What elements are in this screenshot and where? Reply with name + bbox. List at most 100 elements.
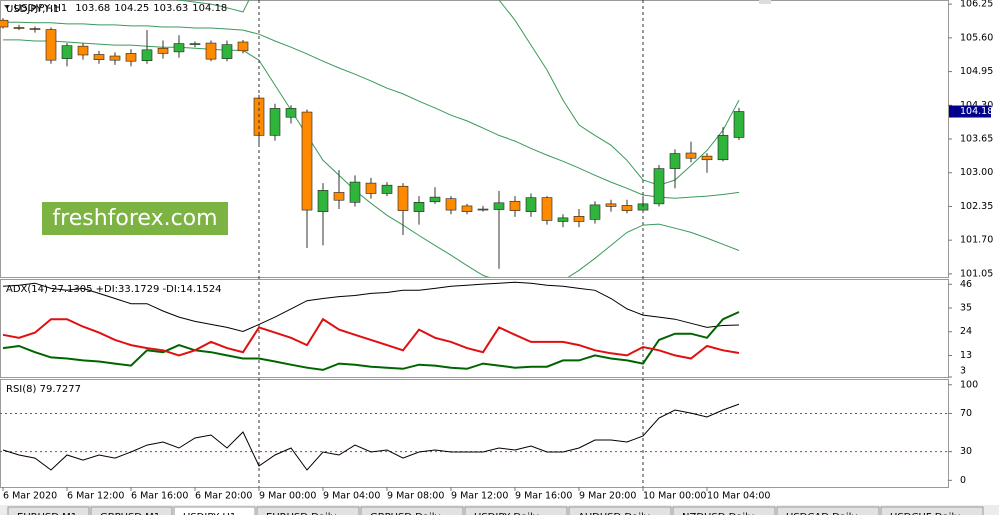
tab[interactable]	[568, 506, 672, 515]
pane	[2, 281, 740, 371]
tab[interactable]	[7, 506, 90, 515]
tab[interactable]	[256, 506, 360, 515]
candle-body	[685, 152, 697, 159]
pane	[0, 0, 745, 277]
candle-body	[733, 111, 745, 138]
y-tick-label: 3	[960, 366, 966, 377]
tab-label: GBPUSD,Daily	[370, 512, 441, 515]
ohlc-value: 104.18	[192, 3, 227, 14]
candle-body	[237, 41, 249, 52]
symbol: USDJPY,H1	[14, 3, 67, 14]
x-tick-label: 6 Mar 20:00	[195, 491, 252, 502]
watermark-box	[42, 202, 228, 235]
candle-body	[205, 42, 217, 60]
candle-body	[573, 216, 585, 222]
y-tick-label: 13	[960, 350, 972, 361]
y-tick-label: 35	[960, 303, 972, 314]
x-tick-label: 9 Mar 12:00	[451, 491, 508, 502]
indicator-line	[2, 317, 740, 360]
candle-body	[269, 108, 281, 136]
tab-label: AUDUSD,Daily	[578, 512, 650, 515]
y-tick-label: 104.95	[960, 66, 993, 77]
ohlc-value: 104.25	[114, 3, 149, 14]
candle-body	[349, 181, 361, 203]
candle-body	[285, 108, 297, 118]
tab-label: EURUSD,M1	[17, 512, 77, 515]
x-tick-label: 9 Mar 00:00	[259, 491, 316, 502]
candle-body	[125, 53, 137, 62]
candle-body	[173, 43, 185, 53]
x-tick-label: 9 Mar 20:00	[579, 491, 636, 502]
x-tick-label: 6 Mar 16:00	[131, 491, 188, 502]
candle-body	[93, 54, 105, 60]
bollinger-band	[175, 0, 740, 186]
candle-body	[717, 135, 729, 161]
scroll-marker	[759, 0, 771, 4]
indicator-line	[2, 311, 740, 371]
tab[interactable]	[173, 506, 256, 515]
candle-body	[365, 182, 377, 194]
candle-body	[221, 44, 233, 59]
y-tick-label: 106.25	[960, 0, 993, 10]
tab[interactable]	[90, 506, 173, 515]
tab[interactable]	[880, 506, 984, 515]
ohlc-value: 103.63	[153, 3, 188, 14]
candle-body	[605, 203, 617, 207]
candle-body	[333, 192, 345, 201]
candle-body	[525, 197, 537, 212]
candle-body	[397, 185, 409, 211]
y-tick-label: 24	[960, 326, 972, 337]
candle-body	[621, 205, 633, 211]
y-tick-label: 102.35	[960, 201, 993, 212]
tab-label: USDJPY,Daily	[474, 512, 539, 515]
dropdown-icon	[4, 5, 10, 9]
tab[interactable]	[464, 506, 568, 515]
candle-body	[0, 19, 9, 28]
candle-body	[413, 202, 425, 212]
candle-body	[557, 217, 569, 222]
ohlc-value: 103.68	[75, 3, 110, 14]
y-tick-label: 46	[960, 279, 972, 290]
tab-label: USDCHF,Daily	[890, 512, 960, 515]
x-tick-label: 6 Mar 12:00	[67, 491, 124, 502]
candle-body	[189, 43, 201, 45]
candle-body	[381, 184, 393, 194]
x-tick-label: 10 Mar 00:00	[643, 491, 706, 502]
x-tick-label: 9 Mar 08:00	[387, 491, 444, 502]
tab[interactable]	[672, 506, 776, 515]
tab[interactable]	[776, 506, 880, 515]
candle-body	[61, 45, 73, 59]
candle-body	[493, 202, 505, 210]
y-tick-label: 0	[960, 475, 966, 486]
candle-body	[653, 168, 665, 205]
candle-body	[45, 29, 57, 61]
candle-body	[701, 155, 713, 161]
pane-title: USDJPY,H1	[6, 4, 59, 15]
tab-label: NZDUSD,Daily	[682, 512, 754, 515]
chart-header: USDJPY,H1 103.68 104.25 103.63 104.18	[14, 3, 227, 14]
candle-body	[109, 55, 121, 61]
y-tick-label: 103.65	[960, 134, 993, 145]
tab[interactable]	[360, 506, 464, 515]
tab-label: USDCAD,Daily	[786, 512, 857, 515]
y-tick-label: 30	[960, 446, 972, 457]
pane-title: ADX(14) 27.1305 +DI:33.1729 -DI:14.1524	[6, 284, 222, 295]
watermark: freshforex.com	[52, 206, 217, 231]
y-tick-label: 100	[960, 379, 978, 390]
current-price: 104.18	[960, 106, 993, 117]
candle-body	[669, 153, 681, 169]
candle-body	[301, 111, 313, 211]
bollinger-band	[3, 21, 740, 199]
candle-body	[157, 47, 169, 54]
candle-body	[13, 27, 25, 29]
bollinger-band	[3, 39, 740, 277]
candle-body	[317, 190, 329, 212]
candle-body	[509, 200, 521, 211]
pane	[0, 403, 948, 471]
candle-body	[461, 205, 473, 212]
x-tick-label: 9 Mar 04:00	[323, 491, 380, 502]
indicator-line	[2, 281, 740, 333]
y-tick-label: 103.00	[960, 167, 993, 178]
pane-borders	[0, 0, 949, 488]
